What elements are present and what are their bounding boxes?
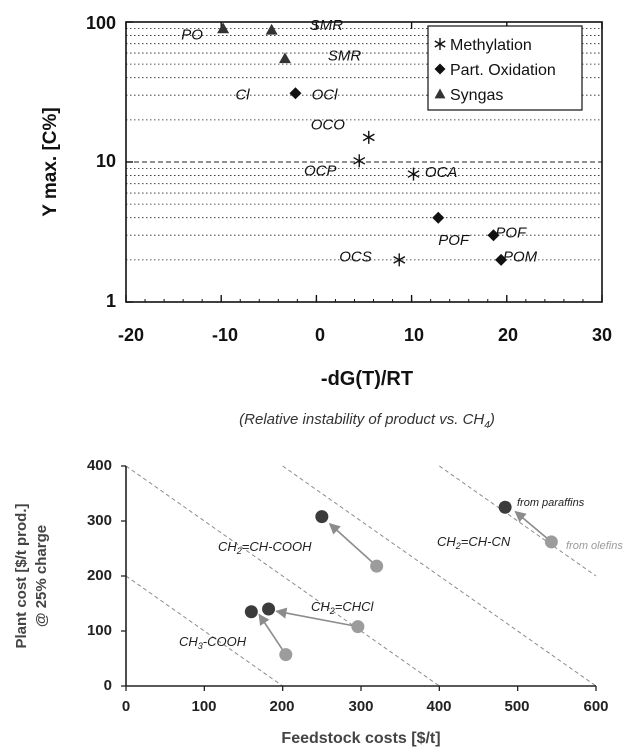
bottom-y-tick-label: 300 <box>87 512 112 529</box>
data-annotation: PO <box>181 26 203 43</box>
bottom-x-tick-label: 100 <box>191 698 216 715</box>
top-legend: Methylation Part. Oxidation Syngas <box>427 25 583 111</box>
data-annotation: SMR <box>328 48 362 65</box>
bottom-y-tick-label: 200 <box>87 567 112 584</box>
top-x-axis-title: -dG(T)/RT <box>321 368 413 390</box>
top-x-tick-label: 20 <box>498 325 518 345</box>
point-diamond <box>495 253 508 266</box>
data-annotation: OCP <box>304 163 337 180</box>
point-triangle <box>265 23 278 35</box>
point-asterisk <box>362 130 375 144</box>
top-x-tick-label: -20 <box>118 325 144 345</box>
bottom-x-tick-label: 400 <box>426 698 451 715</box>
top-tick-marks <box>125 21 603 303</box>
bottom-y-tick-label: 400 <box>87 457 112 474</box>
point-dark <box>262 602 276 616</box>
label-from-olefins: from olefins <box>566 540 623 552</box>
point-dark <box>244 605 258 619</box>
bottom-x-tick-label: 200 <box>269 698 294 715</box>
bottom-iso-cost-lines <box>125 465 597 687</box>
legend-marker-asterisk <box>434 38 446 50</box>
data-annotation: POF <box>495 224 527 241</box>
data-annotation: OCA <box>425 164 458 181</box>
transition-arrow <box>275 607 359 628</box>
top-x-tick-label: -10 <box>212 325 238 345</box>
bottom-y-axis-title-line1: Plant cost [$/t prod.] <box>13 503 30 648</box>
point-triangle <box>278 52 291 64</box>
bottom-y-axis-title-line2: @ 25% charge <box>33 525 50 627</box>
bottom-y-tick-label: 100 <box>87 622 112 639</box>
top-y-tick-labels: 1 10 100 <box>86 13 116 311</box>
point-asterisk <box>407 167 420 181</box>
iso-cost-line <box>282 465 597 687</box>
bottom-y-tick-label: 0 <box>104 677 112 694</box>
bottom-x-tick-label: 300 <box>348 698 373 715</box>
transition-arrow <box>328 523 378 567</box>
bottom-x-tick-labels: 0 100 200 300 400 500 600 <box>122 698 609 715</box>
data-annotation: POM <box>503 248 538 265</box>
point-asterisk <box>393 253 406 267</box>
data-annotation: SMR <box>310 17 344 34</box>
top-x-tick-label: 30 <box>592 325 612 345</box>
top-data-marks <box>217 22 508 267</box>
point-dark <box>315 510 329 524</box>
point-diamond <box>432 211 445 224</box>
iso-cost-line <box>125 575 283 687</box>
bottom-y-tick-labels: 0 100 200 300 400 <box>87 457 112 694</box>
legend-box <box>427 25 583 111</box>
top-chart-subtitle: (Relative instability of product vs. CH4… <box>239 411 495 431</box>
iso-cost-line <box>439 465 597 577</box>
legend-marker-triangle <box>434 88 446 99</box>
point-dark <box>498 500 512 514</box>
label-acrylic-acid: CH2=CH-COOH <box>218 539 312 556</box>
data-annotation: OCS <box>339 248 372 265</box>
data-annotation: Cl <box>235 86 250 103</box>
top-x-tick-labels: -20 -10 0 10 20 30 <box>118 325 612 345</box>
label-acrylonitrile: CH2=CH-CN <box>437 534 511 551</box>
top-annotations: PO SMR SMR Cl OCl OCO OCP OCA POF POF OCS POM <box>181 17 537 266</box>
point-triangle <box>217 22 230 34</box>
point-asterisk <box>353 154 366 168</box>
label-from-paraffins: from paraffins <box>517 497 585 509</box>
label-acetic-acid: CH3-COOH <box>179 634 247 651</box>
bottom-x-tick-label: 500 <box>504 698 529 715</box>
bottom-arrows <box>258 510 552 656</box>
point-light <box>544 535 558 549</box>
iso-cost-line <box>125 465 440 687</box>
legend-marker-diamond <box>434 63 446 75</box>
legend-label-part-oxidation: Part. Oxidation <box>450 62 556 79</box>
point-diamond <box>487 229 500 242</box>
transition-arrow <box>514 510 552 543</box>
bottom-x-tick-label: 0 <box>122 698 130 715</box>
top-y-tick-label: 1 <box>106 291 116 311</box>
transition-arrow <box>258 613 287 656</box>
point-light <box>279 648 293 662</box>
point-light <box>351 620 365 634</box>
data-annotation: POF <box>438 232 470 249</box>
legend-markers <box>434 38 446 99</box>
bottom-x-tick-label: 600 <box>583 698 608 715</box>
top-x-tick-label: 0 <box>315 325 325 345</box>
top-chart: 1 10 100 -20 -10 0 10 20 30 Y max. [C%] … <box>40 13 612 431</box>
point-light <box>370 559 384 573</box>
bottom-x-axis-title: Feedstock costs [$/t] <box>281 730 440 747</box>
top-x-tick-label: 10 <box>404 325 424 345</box>
legend-label-methylation: Methylation <box>450 37 532 54</box>
data-annotation: OCl <box>312 86 339 103</box>
bottom-chart: 0 100 200 300 400 0 100 200 300 400 500 … <box>13 457 623 747</box>
bottom-data-points <box>244 500 558 662</box>
legend-label-syngas: Syngas <box>450 87 503 104</box>
top-y-axis-title: Y max. [C%] <box>40 107 61 216</box>
point-diamond <box>289 87 302 100</box>
bottom-compound-labels: CH3-COOH CH2=CHCl CH2=CH-COOH CH2=CH-CN … <box>179 497 623 651</box>
label-vinyl-chloride: CH2=CHCl <box>311 599 375 616</box>
top-y-tick-label: 100 <box>86 13 116 33</box>
bottom-tick-marks <box>121 465 597 691</box>
data-annotation: OCO <box>311 117 346 134</box>
top-y-tick-label: 10 <box>96 151 116 171</box>
